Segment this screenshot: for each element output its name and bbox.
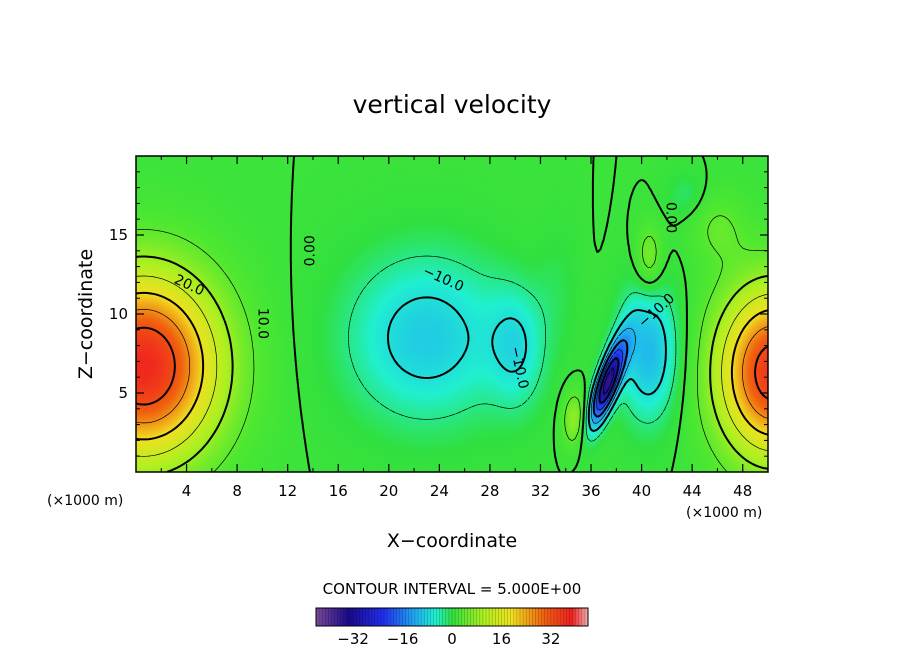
y-axis-label: Z−coordinate (75, 249, 97, 379)
contour-label: 0.00 (302, 235, 318, 266)
colorbar-ticks: −32 −16 0 16 32 (337, 630, 560, 648)
contour-level-30 (136, 326, 768, 406)
x-tick-label: 48 (733, 482, 752, 500)
colorbar-tick-label: −32 (337, 630, 369, 648)
contour-level-neg30 (598, 357, 620, 404)
x-tick-label: 28 (480, 482, 499, 500)
colorbar-bands (318, 608, 586, 626)
contour-level-neg15 (590, 327, 636, 424)
x-tick-label: 32 (531, 482, 550, 500)
x-tick-label: 36 (581, 482, 600, 500)
x-tick-label: 44 (683, 482, 702, 500)
y-tick-label: 5 (118, 384, 128, 402)
contour-interval: CONTOUR INTERVAL = 5.000E+00 (323, 580, 582, 598)
y-tick-label: 15 (109, 226, 128, 244)
x-axis: 4 8 12 16 20 24 28 32 36 40 44 48 (160, 156, 752, 500)
contour-label: 0.00 (663, 202, 679, 233)
x-unit-right: (×1000 m) (686, 505, 762, 521)
colorbar: −32 −16 0 16 32 (315, 607, 589, 648)
contour-level-neg10 (387, 296, 667, 433)
x-tick-label: 12 (278, 482, 297, 500)
contour-label: 10.0 (254, 308, 270, 339)
contour-level-neg25 (596, 348, 624, 411)
contour-level-neg35 (602, 367, 615, 395)
y-tick-label: 10 (109, 305, 128, 323)
x-axis-label: X−coordinate (387, 530, 517, 552)
x-tick-label: 40 (632, 482, 651, 500)
colorbar-tick-label: 0 (447, 630, 457, 648)
colorbar-tick-label: 16 (492, 630, 511, 648)
contour-level-0 (289, 156, 708, 472)
contour-level-neg20 (592, 339, 629, 418)
chart-title: vertical velocity (353, 90, 552, 119)
x-tick-label: 20 (379, 482, 398, 500)
y-axis: 5 10 15 (109, 171, 768, 457)
x-tick-label: 8 (232, 482, 242, 500)
plot-area: 20.010.00.00−10.0−10.0−10.00.00 4 8 12 16 20… (109, 155, 769, 500)
contour-level-20 (136, 291, 768, 441)
velocity-field (136, 156, 768, 472)
contour-level-25 (136, 308, 768, 424)
contour-level-15 (136, 275, 768, 457)
contour-level-neg5 (348, 255, 677, 442)
x-tick-label: 16 (329, 482, 348, 500)
x-unit-left: (×1000 m) (47, 493, 123, 509)
x-tick-label: 4 (182, 482, 192, 500)
x-tick-label: 24 (430, 482, 449, 500)
colorbar-tick-label: −16 (387, 630, 419, 648)
colorbar-tick-label: 32 (541, 630, 560, 648)
